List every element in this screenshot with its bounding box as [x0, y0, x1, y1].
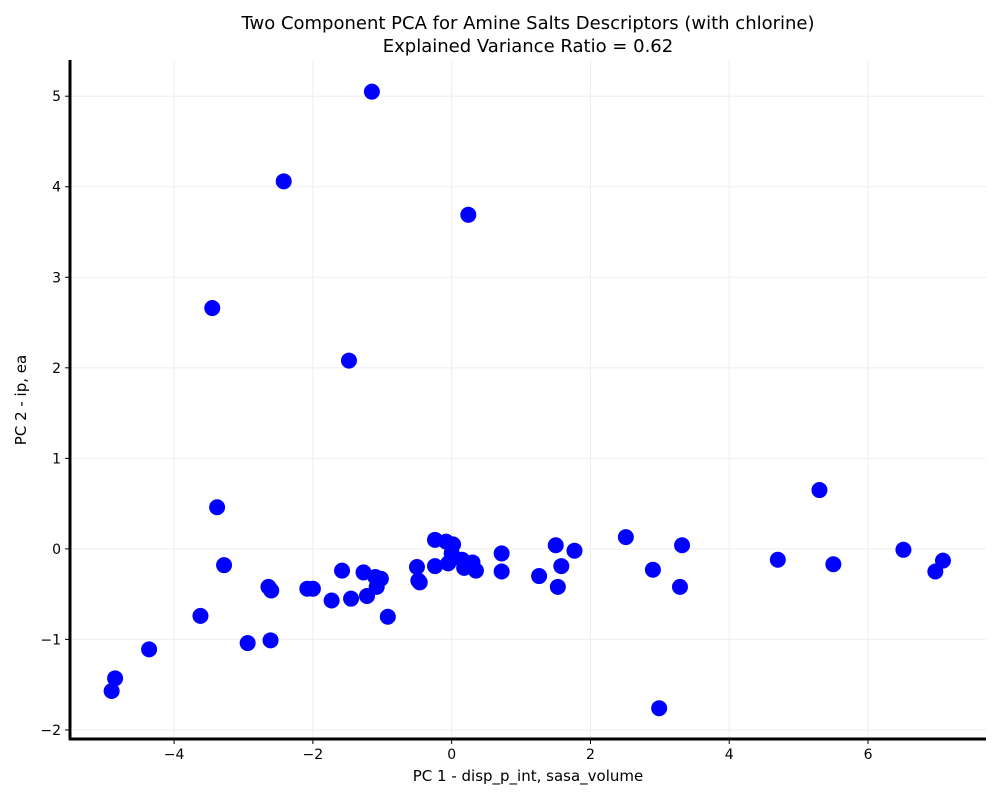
data-point: [275, 173, 292, 190]
data-point: [674, 537, 691, 554]
data-point: [460, 206, 477, 223]
y-tick-label: 5: [52, 89, 61, 105]
x-tick-label: 0: [447, 747, 456, 763]
data-point: [192, 607, 209, 624]
data-point: [343, 590, 360, 607]
y-tick-label: 1: [52, 451, 61, 467]
data-point: [411, 574, 428, 591]
data-point: [651, 700, 668, 717]
y-tick-label: −2: [40, 723, 61, 739]
data-point: [427, 558, 444, 575]
data-point: [209, 499, 226, 516]
data-point: [825, 556, 842, 573]
data-point: [103, 683, 120, 700]
data-points: [103, 83, 951, 717]
data-point: [531, 568, 548, 585]
data-point: [141, 641, 158, 658]
data-point: [671, 578, 688, 595]
data-point: [549, 578, 566, 595]
chart-title: Two Component PCA for Amine Salts Descri…: [240, 13, 814, 34]
data-point: [107, 670, 124, 687]
chart-subtitle: Explained Variance Ratio = 0.62: [383, 36, 673, 57]
data-point: [553, 558, 570, 575]
data-point: [262, 632, 279, 649]
data-point: [547, 537, 564, 554]
x-axis-label: PC 1 - disp_p_int, sasa_volume: [413, 767, 644, 786]
x-tick-label: −2: [303, 747, 324, 763]
x-axis-ticks: −4 −2 0 2 4 6: [164, 739, 873, 763]
y-tick-label: 0: [52, 542, 61, 558]
data-point: [363, 83, 380, 100]
y-tick-label: −1: [40, 632, 61, 648]
data-point: [895, 541, 912, 558]
x-tick-label: 2: [586, 747, 595, 763]
y-axis-ticks: −2 −1 0 1 2 3 4 5: [40, 89, 70, 739]
data-point: [334, 562, 351, 579]
data-point: [493, 545, 510, 562]
data-point: [372, 570, 389, 587]
x-tick-label: −4: [164, 747, 185, 763]
data-point: [467, 562, 484, 579]
x-tick-label: 6: [864, 747, 873, 763]
y-tick-label: 3: [52, 270, 61, 286]
data-point: [408, 558, 425, 575]
data-point: [769, 551, 786, 568]
y-tick-label: 4: [52, 180, 61, 196]
grid: [70, 60, 986, 739]
data-point: [566, 542, 583, 559]
data-point: [216, 557, 233, 574]
data-point: [934, 552, 951, 569]
data-point: [379, 608, 396, 625]
data-point: [239, 635, 256, 652]
data-point: [493, 563, 510, 580]
data-point: [811, 482, 828, 499]
data-point: [323, 592, 340, 609]
data-point: [263, 582, 280, 599]
data-point: [204, 300, 221, 317]
y-axis-label: PC 2 - ip, ea: [12, 355, 30, 445]
y-tick-label: 2: [52, 361, 61, 377]
data-point: [340, 352, 357, 369]
data-point: [304, 580, 321, 597]
data-point: [644, 561, 661, 578]
x-tick-label: 4: [725, 747, 734, 763]
data-point: [617, 529, 634, 546]
